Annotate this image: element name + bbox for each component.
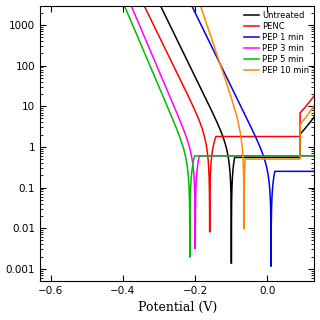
PENC xyxy=(38,2,42,6)
PEP 10 min xyxy=(242,227,246,231)
PEP 1 min xyxy=(264,161,268,165)
Line: PEP 5 min: PEP 5 min xyxy=(40,4,315,257)
PEP 10 min xyxy=(217,57,220,61)
PEP 10 min xyxy=(143,2,147,6)
PEP 3 min xyxy=(38,2,42,6)
Line: PEP 3 min: PEP 3 min xyxy=(40,4,315,249)
PEP 3 min xyxy=(203,154,206,158)
PENC xyxy=(203,135,206,139)
PEP 5 min xyxy=(143,52,147,55)
Legend: Untreated, PENC, PEP 1 min, PEP 3 min, PEP 5 min, PEP 10 min: Untreated, PENC, PEP 1 min, PEP 3 min, P… xyxy=(243,10,310,76)
Untreated xyxy=(229,261,233,265)
PEP 10 min xyxy=(264,157,268,161)
PEP 3 min xyxy=(264,154,268,158)
Line: PEP 1 min: PEP 1 min xyxy=(40,4,315,266)
PEP 1 min xyxy=(88,2,92,6)
PEP 10 min xyxy=(88,2,92,6)
Untreated xyxy=(264,156,268,159)
PEP 3 min xyxy=(313,154,316,158)
PEP 5 min xyxy=(188,255,192,259)
PENC xyxy=(143,5,147,9)
PEP 1 min xyxy=(313,169,316,173)
PEP 5 min xyxy=(203,154,206,158)
PENC xyxy=(264,135,268,139)
Untreated xyxy=(88,2,92,6)
PEP 10 min xyxy=(313,103,316,107)
Untreated xyxy=(203,94,206,98)
PENC xyxy=(88,2,92,6)
PEP 1 min xyxy=(217,59,220,62)
Line: Untreated: Untreated xyxy=(40,4,315,263)
PEP 3 min xyxy=(193,247,197,251)
Line: PENC: PENC xyxy=(40,4,315,232)
PEP 1 min xyxy=(38,2,42,6)
PEP 3 min xyxy=(143,36,147,40)
PEP 5 min xyxy=(243,154,247,158)
Untreated xyxy=(38,2,42,6)
PEP 5 min xyxy=(88,2,92,6)
PEP 3 min xyxy=(88,2,92,6)
PENC xyxy=(243,135,247,139)
PEP 5 min xyxy=(264,154,268,158)
PEP 5 min xyxy=(38,2,42,6)
Untreated xyxy=(243,156,247,159)
Untreated xyxy=(217,124,220,127)
PEP 1 min xyxy=(269,264,273,268)
Untreated xyxy=(143,2,147,6)
PENC xyxy=(217,135,220,139)
PEP 3 min xyxy=(217,154,220,158)
PEP 5 min xyxy=(217,154,220,158)
PEP 3 min xyxy=(243,154,247,158)
Untreated xyxy=(313,115,316,119)
PEP 10 min xyxy=(203,16,206,20)
PENC xyxy=(313,93,316,97)
PEP 1 min xyxy=(243,112,247,116)
Line: PEP 10 min: PEP 10 min xyxy=(40,4,315,229)
PEP 5 min xyxy=(313,154,316,158)
PEP 10 min xyxy=(243,162,247,166)
PEP 1 min xyxy=(203,30,206,34)
PEP 1 min xyxy=(143,2,147,6)
PENC xyxy=(208,230,212,234)
X-axis label: Potential (V): Potential (V) xyxy=(138,301,217,315)
PEP 10 min xyxy=(38,2,42,6)
